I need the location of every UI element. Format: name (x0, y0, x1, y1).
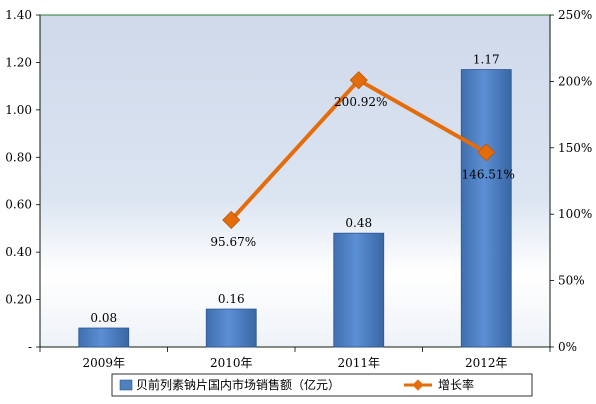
legend-box (111, 373, 533, 397)
legend: 贝前列素钠片国内市场销售额（亿元） 增长率 (111, 373, 533, 397)
bar-data-label: 0.48 (345, 216, 372, 230)
right-tick-label: 0% (558, 340, 577, 354)
right-tick-label: 250% (558, 8, 592, 22)
x-tick-label: 2012年 (465, 356, 508, 370)
growth-data-label: 200.92% (334, 95, 387, 109)
x-tick-label: 2009年 (82, 356, 125, 370)
left-tick-label: 1.00 (5, 103, 32, 117)
bar-series: 0.08 0.16 0.48 1.17 (78, 53, 512, 348)
growth-data-label: 95.67% (210, 235, 256, 249)
right-tick-label: 150% (558, 141, 592, 155)
growth-marker (222, 210, 241, 230)
bar (78, 327, 130, 348)
x-tick-label: 2011年 (337, 356, 380, 370)
bar-data-label: 1.17 (473, 53, 500, 67)
growth-marker (477, 143, 496, 162)
growth-line-series: 95.67% 200.92% 146.51% (210, 71, 515, 249)
left-axis: - 0.20 0.40 0.60 0.80 1.00 1.20 1.40 (5, 8, 41, 354)
left-tick-label: - (28, 340, 32, 354)
x-tick-label: 2010年 (210, 356, 253, 370)
left-tick-label: 1.40 (5, 8, 32, 22)
bar (333, 232, 385, 348)
left-tick-label: 0.60 (5, 198, 32, 212)
legend-bar-label: 贝前列素钠片国内市场销售额（亿元） (136, 377, 340, 392)
right-axis: 0% 50% 100% 150% 200% 250% (549, 8, 592, 354)
legend-line-label: 增长率 (438, 377, 474, 392)
right-tick-label: 100% (558, 207, 592, 221)
left-tick-label: 0.40 (5, 245, 32, 259)
left-tick-label: 0.20 (5, 293, 32, 307)
left-tick-label: 0.80 (5, 150, 32, 164)
bar-data-label: 0.16 (218, 292, 245, 306)
growth-marker (349, 71, 368, 90)
right-tick-label: 200% (558, 74, 592, 88)
left-tick-label: 1.20 (5, 55, 32, 69)
bar (460, 69, 512, 348)
bar-data-label: 0.08 (90, 311, 117, 325)
right-tick-label: 50% (558, 274, 585, 288)
legend-line-marker (412, 379, 424, 391)
growth-data-label: 146.51% (462, 167, 515, 181)
x-axis: 2009年 2010年 2011年 2012年 (39, 346, 551, 370)
legend-bar-swatch (119, 379, 133, 391)
bar (205, 308, 257, 348)
